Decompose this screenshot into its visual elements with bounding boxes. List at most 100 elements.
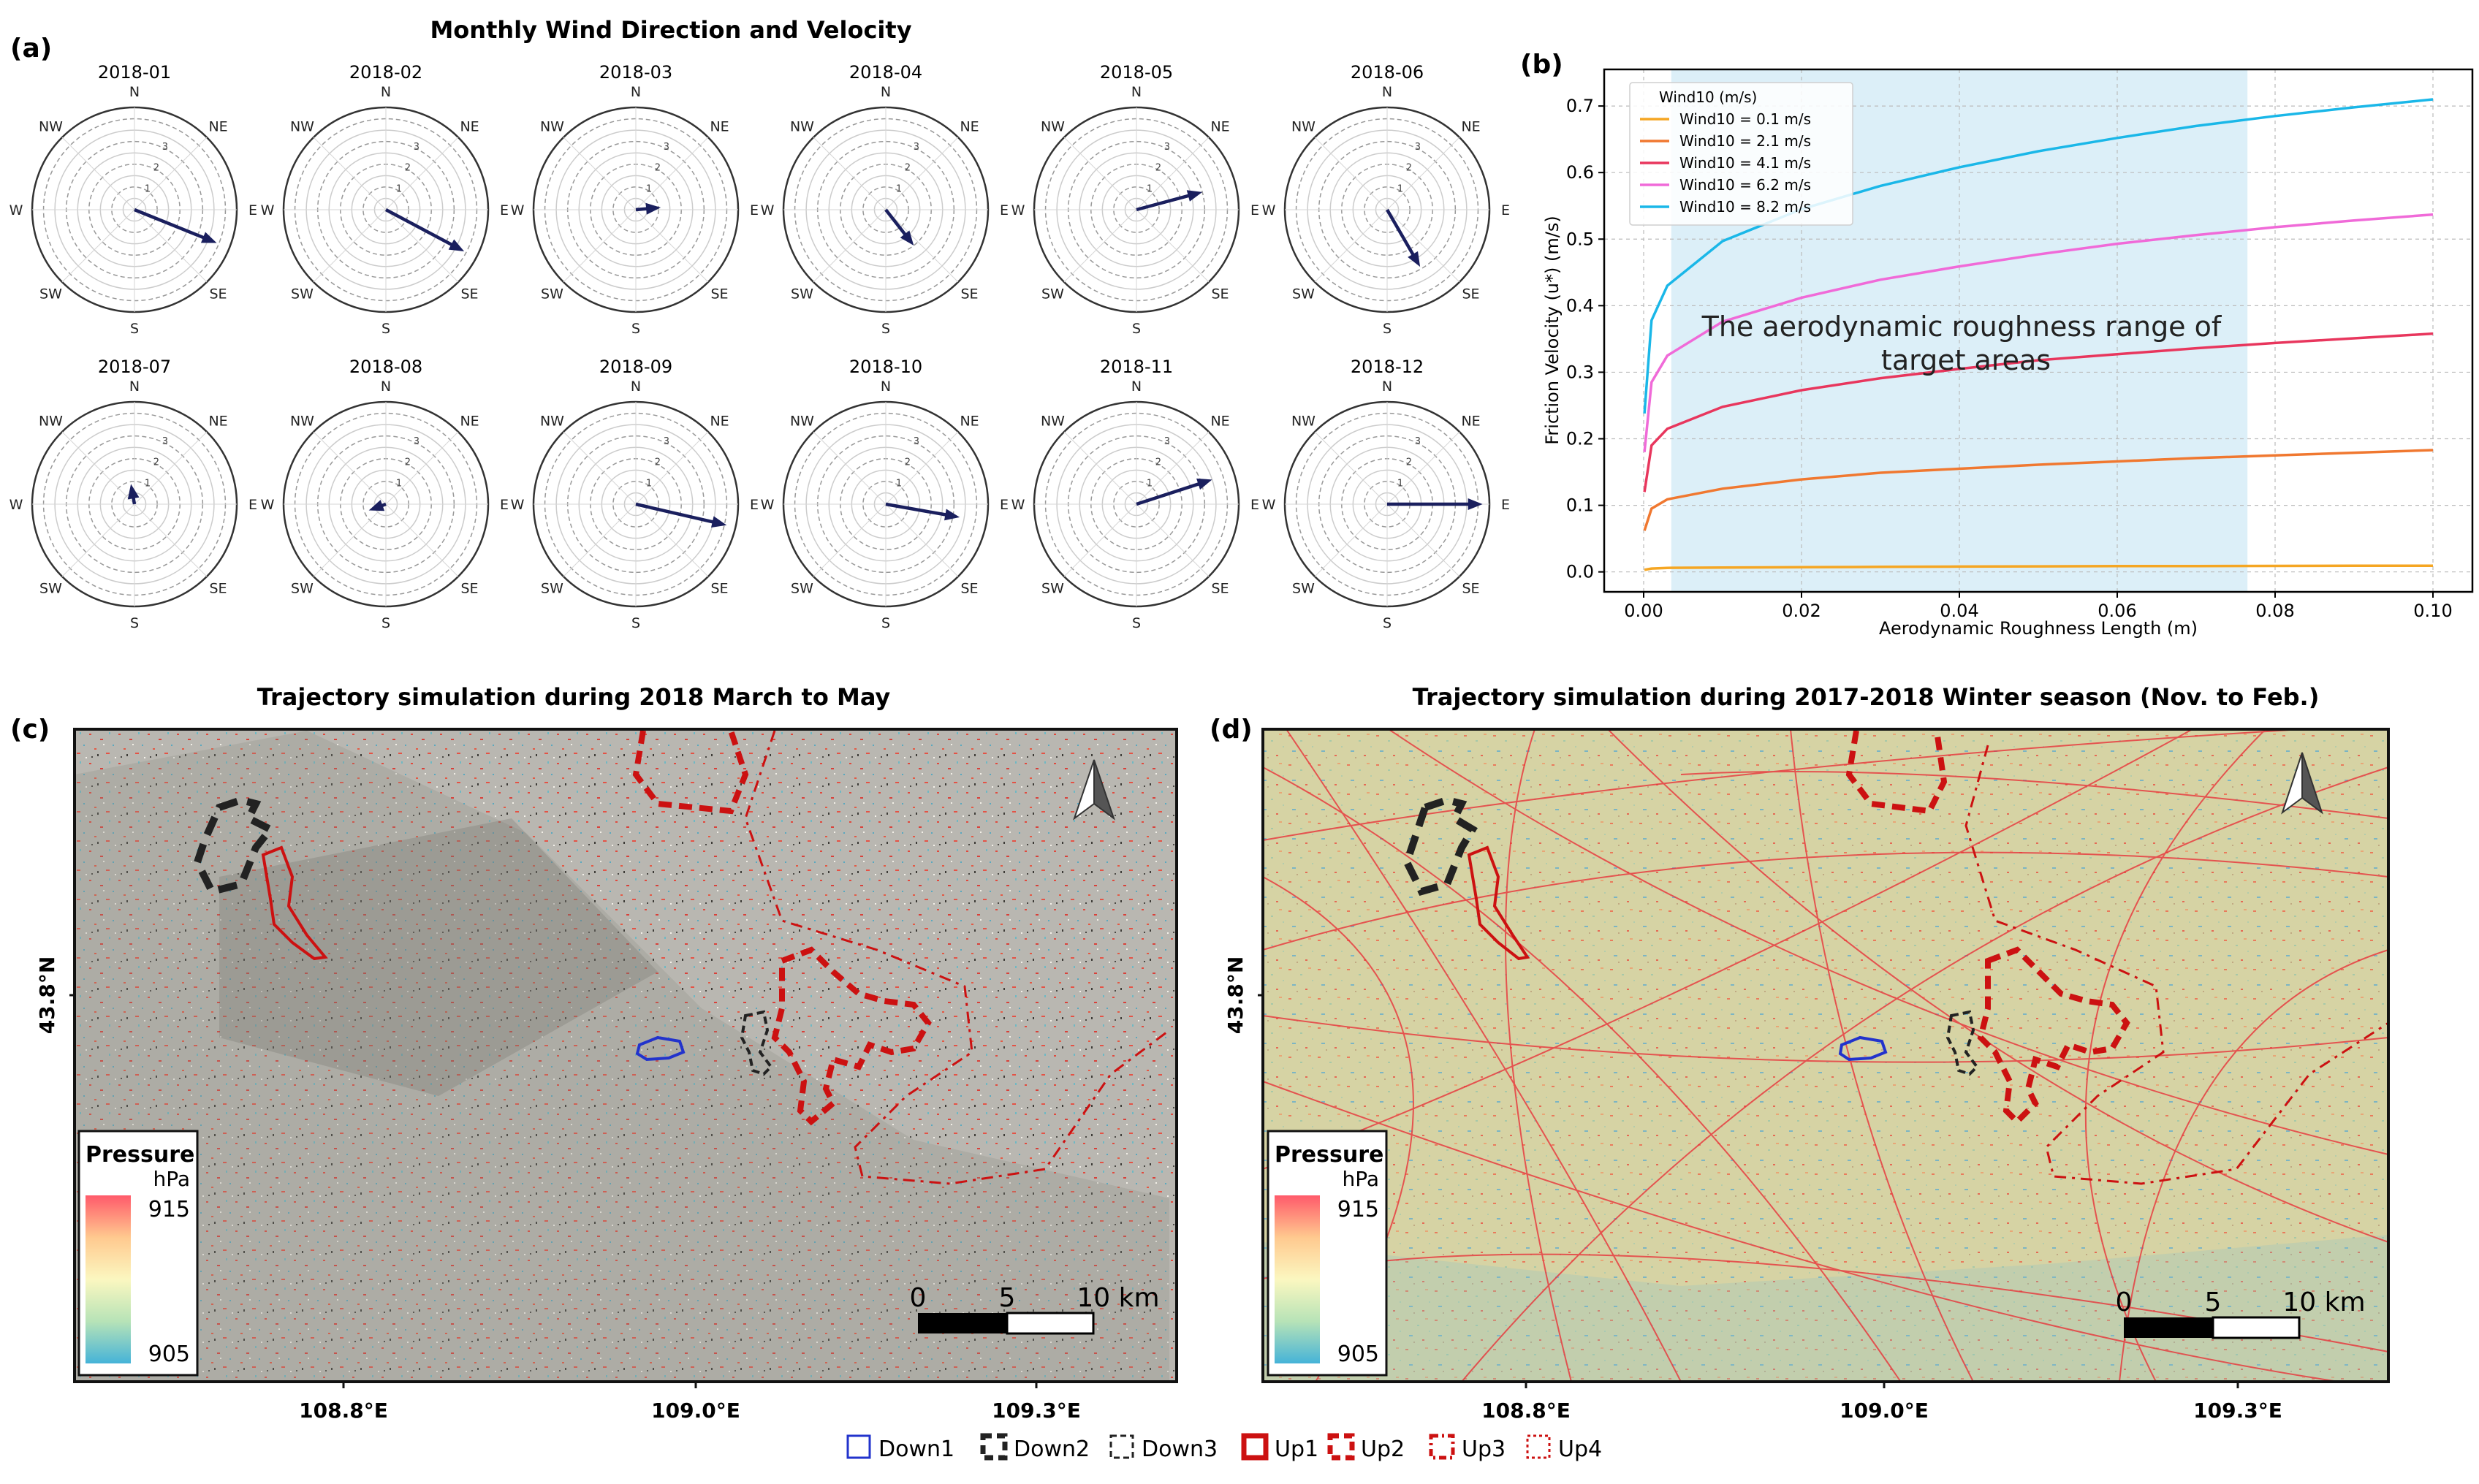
legend-label: Wind10 = 4.1 m/s bbox=[1679, 154, 1811, 172]
scale-10-c: 10 km bbox=[1077, 1283, 1159, 1313]
wind-arrow-head bbox=[900, 230, 914, 246]
wind-arrow-head bbox=[1468, 498, 1483, 510]
compass-label-ne: NE bbox=[710, 118, 729, 134]
wind-rose-spoke bbox=[635, 209, 709, 283]
compass-label-sw: SW bbox=[791, 581, 813, 597]
compass-label-ne: NE bbox=[1461, 413, 1480, 429]
scale-5-c: 5 bbox=[999, 1283, 1016, 1313]
wind-arrow-head bbox=[1186, 190, 1203, 202]
area-down2-d bbox=[1402, 796, 1478, 896]
pressure-max-d: 915 bbox=[1337, 1197, 1379, 1222]
wind-rose-spoke bbox=[385, 503, 459, 577]
wind-rose-spoke bbox=[313, 209, 387, 283]
wind-rose-spoke bbox=[1063, 137, 1137, 210]
compass-label-nw: NW bbox=[290, 413, 314, 429]
wind-arrow-head bbox=[1408, 251, 1421, 267]
panel-c-letter: (c) bbox=[10, 715, 50, 745]
wind-rose-ring-label: 3 bbox=[162, 436, 168, 447]
y-tick-label: 0.4 bbox=[1566, 295, 1594, 316]
compass-label-n: N bbox=[1382, 378, 1392, 395]
trajectory-lines-d bbox=[1262, 728, 2389, 1382]
compass-label-n: N bbox=[129, 378, 140, 395]
wind-rose-ring-label: 2 bbox=[1406, 163, 1412, 174]
wind-rose-title: 2018-10 bbox=[849, 357, 922, 377]
wind-rose-ring-label: 1 bbox=[646, 183, 652, 194]
wind-rose-ring-label: 2 bbox=[1155, 163, 1161, 174]
wind-rose-spoke bbox=[1063, 503, 1137, 577]
legend-label: Wind10 = 6.2 m/s bbox=[1679, 176, 1811, 194]
wind-rose-spoke bbox=[1314, 209, 1388, 283]
compass-label-nw: NW bbox=[1291, 118, 1316, 134]
wind-rose-spoke bbox=[1386, 431, 1460, 505]
wind-rose-ring-label: 1 bbox=[396, 478, 402, 489]
pressure-title-d: Pressure bbox=[1275, 1142, 1383, 1168]
compass-label-ne: NE bbox=[208, 118, 227, 134]
wind-rose-ring-label: 3 bbox=[664, 436, 669, 447]
pressure-title-c: Pressure bbox=[86, 1142, 194, 1168]
compass-label-se: SE bbox=[961, 286, 979, 302]
compass-label-se: SE bbox=[210, 286, 227, 302]
area-legend-label: Up2 bbox=[1361, 1437, 1405, 1462]
wind-arrow-head bbox=[448, 239, 465, 251]
wind-rose-title: 2018-06 bbox=[1351, 62, 1424, 83]
wind-rose-ring-label: 1 bbox=[145, 478, 151, 489]
wind-rose-ring-label: 2 bbox=[405, 457, 411, 468]
wind-rose-spoke bbox=[1136, 503, 1210, 577]
wind-rose-spoke bbox=[1136, 209, 1210, 283]
lat-label-d: 43.8°N bbox=[1223, 956, 1248, 1035]
pressure-colorbar-c bbox=[86, 1195, 131, 1363]
wind-arrow-head bbox=[645, 202, 661, 215]
x-tick-label: 0.02 bbox=[1782, 601, 1821, 621]
wind-rose-spoke bbox=[813, 503, 887, 577]
wind-rose-ring-label: 1 bbox=[646, 478, 652, 489]
area-down3-c bbox=[740, 1010, 773, 1076]
compass-label-sw: SW bbox=[541, 286, 563, 302]
compass-label-sw: SW bbox=[291, 581, 314, 597]
compass-label-s: S bbox=[1383, 321, 1392, 337]
compass-label-nw: NW bbox=[39, 413, 63, 429]
wind-arrow-shaft bbox=[134, 208, 208, 241]
scale-bar-d: 0 5 10 km bbox=[2116, 1287, 2366, 1339]
area-legend-swatch bbox=[1241, 1433, 1269, 1461]
compass-label-s: S bbox=[1383, 615, 1392, 631]
compass-label-nw: NW bbox=[540, 118, 564, 134]
compass-label-e: E bbox=[248, 202, 257, 218]
compass-label-se: SE bbox=[961, 581, 979, 597]
wind-arrow-head bbox=[1196, 478, 1212, 490]
wind-rose-ring-label: 3 bbox=[162, 142, 168, 153]
wind-rose-ring-label: 3 bbox=[1164, 436, 1170, 447]
wind-rose-title: 2018-07 bbox=[98, 357, 171, 377]
wind-arrow-head bbox=[127, 484, 140, 500]
wind-rose-spoke bbox=[635, 503, 709, 577]
series-line bbox=[1644, 564, 2434, 571]
compass-label-ne: NE bbox=[960, 118, 979, 134]
area-legend-label: Up3 bbox=[1462, 1437, 1506, 1462]
chart-axis-ticks: 0.00 0.02 0.04 0.06 0.08 0.10 0.0 0.1 0.2 0.3 0.4 0… bbox=[1566, 96, 2453, 621]
lat-label-c: 43.8°N bbox=[35, 956, 59, 1035]
chart-y-axis-label: Friction Velocity (u*) (m/s) bbox=[1542, 216, 1563, 444]
compass-label-sw: SW bbox=[39, 581, 62, 597]
compass-label-w: W bbox=[511, 497, 525, 513]
wind-rose-ring-label: 2 bbox=[153, 163, 159, 174]
wind-rose-title: 2018-11 bbox=[1100, 357, 1173, 377]
wind-rose-spoke bbox=[563, 209, 637, 283]
scale-10-d: 10 km bbox=[2282, 1287, 2365, 1317]
wind-rose-spoke bbox=[813, 431, 887, 505]
compass-label-n: N bbox=[1131, 84, 1142, 100]
wind-rose-title: 2018-09 bbox=[599, 357, 672, 377]
compass-label-n: N bbox=[1382, 84, 1392, 100]
area-legend-down2: Down2 bbox=[980, 1433, 1090, 1462]
wind-rose-spoke bbox=[885, 431, 959, 505]
y-tick-label: 0.2 bbox=[1566, 429, 1594, 449]
area-legend-swatch bbox=[1526, 1434, 1551, 1459]
pressure-min-c: 905 bbox=[148, 1342, 190, 1367]
wind-rose-ring-label: 2 bbox=[655, 457, 661, 468]
compass-label-w: W bbox=[10, 497, 23, 513]
wind-rose-spoke bbox=[61, 431, 135, 505]
area-legend-label: Down3 bbox=[1142, 1437, 1218, 1462]
wind-rose-ring-label: 3 bbox=[414, 436, 420, 447]
panel-a-title: Monthly Wind Direction and Velocity bbox=[430, 16, 911, 44]
compass-label-n: N bbox=[381, 84, 391, 100]
compass-label-se: SE bbox=[1212, 581, 1229, 597]
wind-rose-spoke bbox=[1314, 503, 1388, 577]
